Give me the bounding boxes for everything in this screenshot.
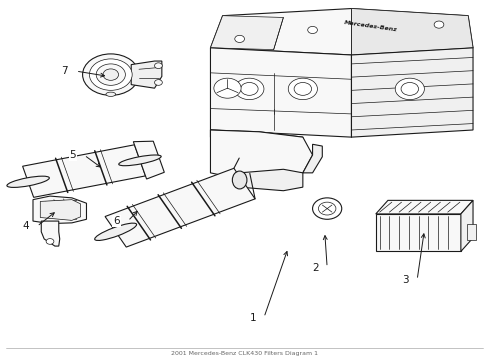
Circle shape xyxy=(154,63,162,68)
Polygon shape xyxy=(351,9,472,55)
Text: 7: 7 xyxy=(61,66,68,76)
Polygon shape xyxy=(41,221,60,246)
Polygon shape xyxy=(33,196,86,224)
Polygon shape xyxy=(375,201,472,214)
Polygon shape xyxy=(210,16,283,50)
Polygon shape xyxy=(210,48,351,137)
Polygon shape xyxy=(105,168,255,247)
Text: 5: 5 xyxy=(69,150,76,160)
Polygon shape xyxy=(460,201,472,251)
Ellipse shape xyxy=(119,155,161,166)
Ellipse shape xyxy=(106,92,116,96)
Polygon shape xyxy=(239,169,302,191)
Circle shape xyxy=(89,59,132,90)
Text: 1: 1 xyxy=(249,312,256,323)
Ellipse shape xyxy=(95,223,136,240)
Circle shape xyxy=(394,78,424,100)
Text: 4: 4 xyxy=(22,221,29,231)
Circle shape xyxy=(96,64,125,85)
Polygon shape xyxy=(40,200,81,220)
Polygon shape xyxy=(131,61,162,88)
Circle shape xyxy=(312,198,341,219)
Circle shape xyxy=(82,54,139,95)
Circle shape xyxy=(240,82,258,95)
Circle shape xyxy=(103,69,118,80)
Circle shape xyxy=(307,26,317,33)
Circle shape xyxy=(318,202,335,215)
Polygon shape xyxy=(351,48,472,137)
Polygon shape xyxy=(210,9,472,55)
Text: 6: 6 xyxy=(113,216,120,226)
Circle shape xyxy=(293,82,311,95)
Circle shape xyxy=(213,78,241,98)
Polygon shape xyxy=(302,144,322,173)
Circle shape xyxy=(433,21,443,28)
Circle shape xyxy=(287,78,317,100)
Polygon shape xyxy=(22,145,145,197)
Polygon shape xyxy=(210,130,312,180)
Polygon shape xyxy=(375,214,460,251)
Circle shape xyxy=(46,239,54,244)
Polygon shape xyxy=(210,130,302,144)
Circle shape xyxy=(154,80,162,85)
Circle shape xyxy=(234,78,264,100)
Ellipse shape xyxy=(232,171,246,189)
Circle shape xyxy=(400,82,418,95)
Text: Mercedes-Benz: Mercedes-Benz xyxy=(343,20,397,33)
Ellipse shape xyxy=(7,176,49,188)
Text: 2: 2 xyxy=(312,262,319,273)
Text: 2001 Mercedes-Benz CLK430 Filters Diagram 1: 2001 Mercedes-Benz CLK430 Filters Diagra… xyxy=(171,351,317,356)
Polygon shape xyxy=(133,141,164,179)
Text: 3: 3 xyxy=(402,275,408,285)
Circle shape xyxy=(234,35,244,42)
Polygon shape xyxy=(466,224,475,240)
